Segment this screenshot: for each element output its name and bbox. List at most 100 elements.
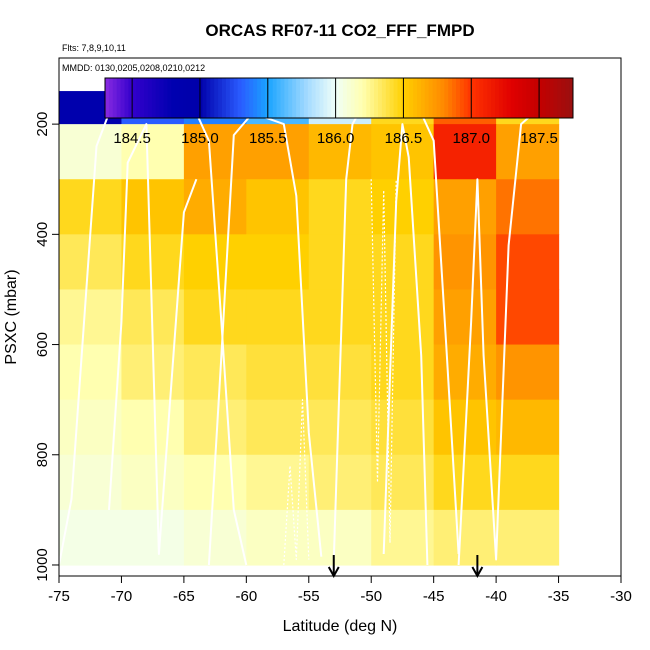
- colorbar-segment: [315, 78, 320, 118]
- colorbar-segment: [229, 78, 235, 118]
- colorbar-segment: [233, 78, 239, 118]
- colorbar-segment: [417, 78, 422, 118]
- flight-track-2: [108, 123, 198, 555]
- colorbar-segment: [276, 78, 281, 118]
- heatmap-cell: [308, 234, 372, 291]
- colorbar-segment: [194, 78, 200, 118]
- colorbar-segment: [171, 78, 176, 118]
- colorbar-segment: [452, 78, 457, 118]
- colorbar-segment: [463, 78, 469, 118]
- colorbar-segment: [128, 78, 133, 118]
- colorbar-segment: [354, 78, 359, 118]
- colorbar-segment: [292, 78, 297, 118]
- y-axis-label: PSXC (mbar): [3, 269, 20, 364]
- colorbar-segment: [202, 78, 207, 118]
- heatmap-cells: [59, 91, 560, 566]
- y-tick-label: 600: [34, 332, 51, 357]
- colorbar-segment: [132, 78, 137, 118]
- colorbar-segment: [549, 78, 554, 118]
- colorbar-segment: [487, 78, 492, 118]
- colorbar-segment: [381, 78, 387, 118]
- heatmap-cell: [183, 344, 247, 401]
- colorbar-segment: [167, 78, 172, 118]
- colorbar-segment: [284, 78, 289, 118]
- heatmap-cell: [496, 399, 560, 456]
- colorbar-segment: [327, 78, 332, 118]
- colorbar-segment: [569, 78, 574, 118]
- colorbar-segment: [471, 78, 476, 118]
- colorbar-tick-label: 186.0: [317, 130, 355, 147]
- heatmap-cell: [246, 344, 310, 401]
- x-tick-label: -30: [610, 588, 632, 605]
- y-tick-label: 400: [34, 222, 51, 247]
- colorbar-segment: [272, 78, 278, 118]
- colorbar-segment: [296, 78, 301, 118]
- heatmap-cell: [121, 234, 185, 291]
- colorbar: [104, 77, 574, 119]
- colorbar-segment: [108, 78, 114, 118]
- heatmap-cell: [371, 234, 435, 291]
- heatmap-cell: [246, 509, 310, 566]
- colorbar-segment: [147, 78, 153, 118]
- colorbar-segment: [175, 78, 180, 118]
- colorbar-segment: [526, 78, 531, 118]
- colorbar-segment: [218, 78, 223, 118]
- heatmap-cell: [371, 509, 435, 566]
- colorbar-frame: [104, 77, 574, 119]
- colorbar-segment: [303, 78, 309, 118]
- heatmap-cell: [496, 509, 560, 566]
- x-axis: -75 -70 -65 -60 -55 -50 -45 -40 -35 -30: [48, 576, 632, 605]
- heatmap-cell: [59, 289, 123, 346]
- colorbar-segment: [311, 78, 317, 118]
- heatmap-cell: [371, 124, 435, 180]
- colorbar-segment: [510, 78, 515, 118]
- heatmap-cell: [433, 344, 497, 401]
- colorbar-segment: [342, 78, 348, 118]
- colorbar-segment: [479, 78, 484, 118]
- heatmap-cell: [121, 399, 185, 456]
- colorbar-segment: [413, 78, 418, 118]
- x-tick-label: -65: [173, 588, 195, 605]
- colorbar-tick-label: 185.5: [249, 130, 287, 147]
- x-tick-label: -60: [235, 588, 257, 605]
- colorbar-segment: [448, 78, 453, 118]
- plot-frame: [58, 57, 622, 577]
- heatmap-cell: [433, 234, 497, 291]
- colorbar-segment: [307, 78, 313, 118]
- colorbar-segment: [502, 78, 508, 118]
- heatmap-cell: [308, 124, 372, 180]
- heatmap-cell: [121, 454, 185, 511]
- x-tick-label: -75: [48, 588, 70, 605]
- heatmap-cell: [246, 124, 310, 180]
- colorbar-segment: [105, 78, 110, 118]
- colorbar-segment: [346, 78, 352, 118]
- colorbar-segment: [530, 78, 535, 118]
- colorbar-segment: [440, 78, 445, 118]
- heatmap-cell: [496, 179, 560, 235]
- x-axis-label: Latitude (deg N): [283, 618, 398, 635]
- colorbar-segment: [409, 78, 414, 118]
- colorbar-segment: [405, 78, 410, 118]
- colorbar-segment: [561, 78, 566, 118]
- colorbar-segment: [522, 78, 527, 118]
- colorbar-segment: [214, 78, 219, 118]
- colorbar-segment: [506, 78, 512, 118]
- chart-title: ORCAS RF07-11 CO2_FFF_FMPD: [205, 21, 474, 40]
- colorbar-segment: [249, 78, 254, 118]
- heatmap-cell: [433, 179, 497, 235]
- heatmap-cell: [496, 454, 560, 511]
- x-tick-label: -35: [548, 588, 570, 605]
- heatmap-cell: [371, 289, 435, 346]
- colorbar-segment: [378, 78, 383, 118]
- colorbar-segment: [350, 78, 356, 118]
- colorbar-segment: [144, 78, 149, 118]
- colorbar-segment: [116, 78, 122, 118]
- colorbar-segment: [261, 78, 266, 118]
- heatmap-cell: [308, 454, 372, 511]
- colorbar-segment: [459, 78, 465, 118]
- colorbar-tick-label: 184.5: [113, 130, 151, 147]
- heatmap-cell: [308, 179, 372, 235]
- colorbar-segment: [366, 78, 371, 118]
- colorbar-segment: [151, 78, 157, 118]
- colorbar-segment: [545, 78, 551, 118]
